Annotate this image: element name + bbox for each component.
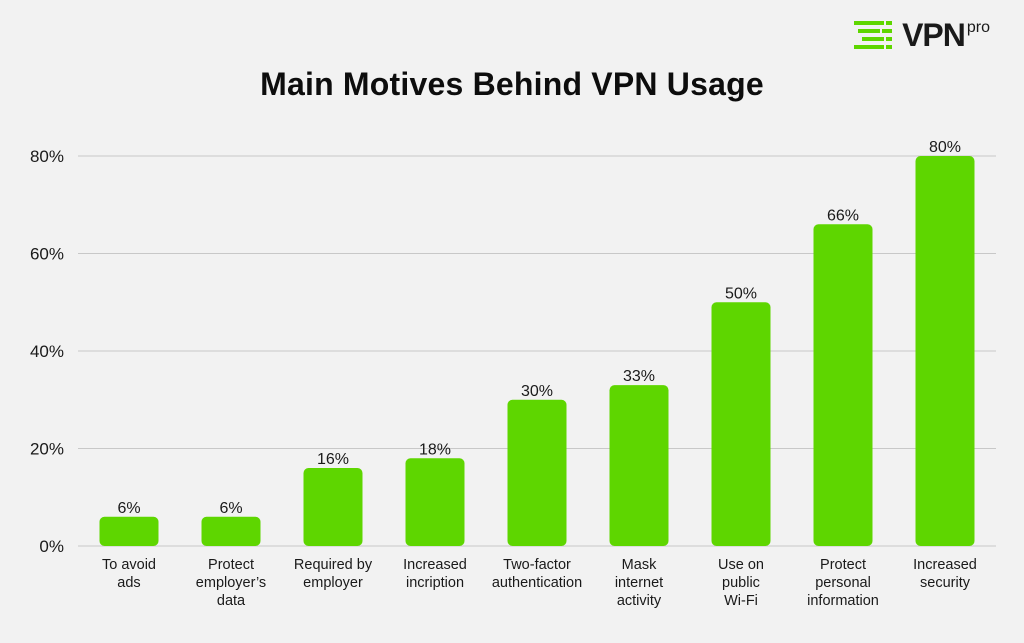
bar	[609, 385, 669, 546]
brand-logo: VPN pro	[854, 18, 990, 52]
x-tick-label: authentication	[492, 575, 582, 591]
bar	[303, 468, 363, 546]
x-tick-label: personal	[815, 575, 871, 591]
x-tick-label: data	[217, 593, 246, 609]
x-tick-label: Increased	[403, 557, 467, 573]
data-label: 66%	[827, 207, 859, 224]
x-tick-label: Protect	[820, 557, 866, 573]
data-label: 30%	[521, 383, 553, 400]
data-label: 80%	[929, 139, 961, 156]
bar	[405, 458, 465, 546]
x-tick-label: employer’s	[196, 575, 266, 591]
data-label: 18%	[419, 441, 451, 458]
y-tick-label: 40%	[30, 342, 64, 361]
bar	[915, 156, 975, 546]
data-label: 16%	[317, 451, 349, 468]
x-tick-label: internet	[615, 575, 663, 591]
brand-name: VPN	[902, 17, 966, 53]
x-tick-label: information	[807, 593, 879, 609]
x-tick-label: incription	[406, 575, 464, 591]
x-tick-label: Mask	[622, 557, 657, 573]
data-label: 6%	[117, 500, 140, 517]
x-tick-label: employer	[303, 575, 363, 591]
x-tick-label: security	[920, 575, 971, 591]
bar	[507, 399, 567, 546]
data-label: 50%	[725, 285, 757, 302]
bar	[813, 224, 873, 546]
bar	[711, 302, 771, 546]
data-label: 6%	[219, 500, 242, 517]
y-tick-label: 80%	[30, 147, 64, 166]
x-tick-label: Use on	[718, 557, 764, 573]
x-tick-label: activity	[617, 593, 662, 609]
x-tick-label: Protect	[208, 557, 254, 573]
data-label: 33%	[623, 368, 655, 385]
y-tick-label: 20%	[30, 440, 64, 459]
bar	[99, 516, 159, 546]
x-tick-label: Two-factor	[503, 557, 571, 573]
bar	[201, 516, 261, 546]
chart-title: Main Motives Behind VPN Usage	[260, 66, 764, 102]
vpnpro-logo-icon	[854, 21, 893, 49]
x-tick-label: public	[722, 575, 760, 591]
x-tick-label: Increased	[913, 557, 977, 573]
x-tick-label: Required by	[294, 557, 373, 573]
brand-superscript: pro	[966, 19, 990, 36]
y-tick-label: 60%	[30, 245, 64, 264]
x-tick-label: To avoid	[102, 557, 156, 573]
x-tick-label: Wi-Fi	[724, 593, 758, 609]
x-tick-label: ads	[117, 575, 140, 591]
y-tick-label: 0%	[39, 537, 64, 556]
